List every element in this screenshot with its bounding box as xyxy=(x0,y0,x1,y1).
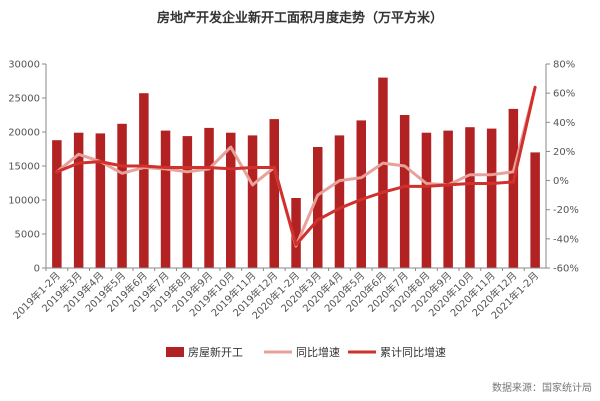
y-right-tick-label: 20% xyxy=(553,147,575,158)
bar xyxy=(356,120,366,269)
bar xyxy=(530,152,540,268)
bar xyxy=(486,128,497,268)
bar xyxy=(399,115,410,268)
bar xyxy=(226,132,236,268)
y-right-tick-label: -20% xyxy=(553,205,579,216)
y-left-tick-label: 25000 xyxy=(8,94,40,105)
legend-label: 同比增速 xyxy=(296,345,340,359)
bar xyxy=(247,135,258,268)
bar xyxy=(52,140,62,268)
bar xyxy=(139,93,149,268)
legend-label: 累计同比增速 xyxy=(380,345,446,359)
y-right-tick-label: 40% xyxy=(553,118,575,129)
bar xyxy=(465,127,475,268)
y-left-tick-label: 0 xyxy=(34,264,40,275)
bar xyxy=(378,77,388,268)
bar xyxy=(508,108,519,269)
y-right-tick-label: -60% xyxy=(553,264,579,275)
y-left-tick-label: 30000 xyxy=(8,60,40,71)
bar xyxy=(313,147,323,268)
bar xyxy=(160,130,171,268)
legend: 房屋新开工 同比增速 累计同比增速 xyxy=(166,345,446,359)
bar xyxy=(334,135,345,268)
legend-label: 房屋新开工 xyxy=(188,345,243,359)
bar xyxy=(291,198,301,268)
chart-title: 房地产开发企业新开工面积月度走势（万平方米） xyxy=(157,10,443,26)
bar-series xyxy=(52,77,540,269)
data-source: 数据来源：国家统计局 xyxy=(492,381,592,394)
y-left-tick-label: 20000 xyxy=(8,128,40,139)
bar xyxy=(204,127,214,269)
bar xyxy=(95,133,106,268)
bar xyxy=(269,119,279,268)
legend-swatch xyxy=(166,347,184,357)
y-right-tick-label: 60% xyxy=(553,89,575,100)
bar xyxy=(443,130,453,268)
y-left-tick-label: 10000 xyxy=(8,196,40,207)
y-left-tick-label: 15000 xyxy=(8,162,40,173)
bar xyxy=(421,132,432,268)
y-right-tick-label: 0% xyxy=(553,176,569,187)
bar xyxy=(117,123,127,268)
y-right-tick-label: -40% xyxy=(553,234,579,245)
y-right-tick-label: 80% xyxy=(553,60,575,71)
bar xyxy=(73,132,84,268)
series-line xyxy=(55,85,537,247)
line-series xyxy=(55,85,537,248)
y-left-tick-label: 5000 xyxy=(15,230,40,241)
bar xyxy=(182,136,193,268)
